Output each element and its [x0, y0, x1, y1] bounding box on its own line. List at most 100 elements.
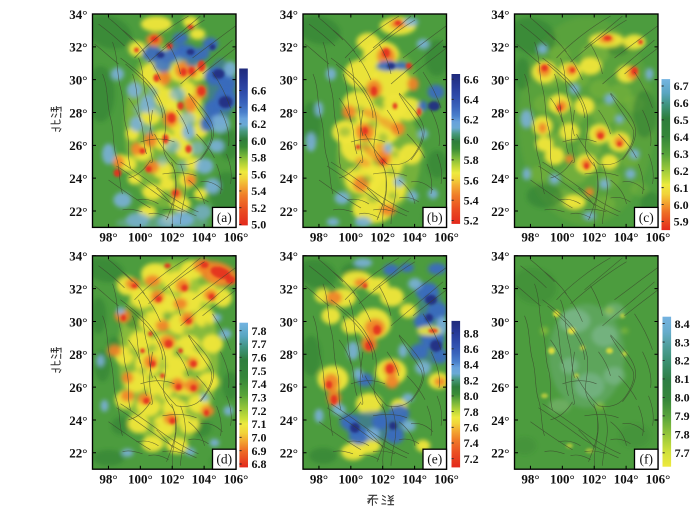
svg-text:98°: 98° [310, 471, 328, 486]
svg-text:6.8: 6.8 [252, 457, 267, 471]
svg-text:32°: 32° [491, 281, 509, 296]
svg-text:22°: 22° [491, 446, 509, 461]
svg-text:32°: 32° [280, 40, 298, 55]
svg-text:102°: 102° [582, 230, 607, 245]
svg-text:98°: 98° [99, 471, 117, 486]
svg-text:34°: 34° [69, 7, 87, 22]
svg-text:100°: 100° [338, 471, 363, 486]
svg-text:34°: 34° [491, 7, 509, 22]
svg-text:5.6: 5.6 [251, 167, 266, 181]
svg-text:98°: 98° [99, 230, 117, 245]
svg-text:102°: 102° [160, 230, 185, 245]
svg-text:7.8: 7.8 [252, 324, 267, 338]
svg-text:30°: 30° [491, 314, 509, 329]
svg-text:6.5: 6.5 [674, 113, 689, 127]
svg-text:106°: 106° [224, 471, 249, 486]
svg-text:104°: 104° [614, 471, 639, 486]
svg-text:24°: 24° [280, 171, 298, 186]
svg-text:32°: 32° [280, 281, 298, 296]
svg-text:22°: 22° [280, 204, 298, 219]
svg-text:6.2: 6.2 [464, 113, 479, 127]
svg-text:7.7: 7.7 [252, 337, 267, 351]
svg-text:106°: 106° [646, 471, 671, 486]
svg-text:28°: 28° [280, 347, 298, 362]
svg-text:26°: 26° [491, 380, 509, 395]
svg-text:24°: 24° [69, 413, 87, 428]
svg-text:28°: 28° [280, 105, 298, 120]
svg-text:7.9: 7.9 [675, 409, 690, 423]
svg-text:7.1: 7.1 [252, 417, 267, 431]
svg-text:22°: 22° [69, 446, 87, 461]
svg-text:24°: 24° [491, 171, 509, 186]
svg-text:(f): (f) [640, 452, 654, 467]
svg-text:106°: 106° [434, 230, 459, 245]
svg-text:24°: 24° [69, 171, 87, 186]
svg-text:26°: 26° [491, 138, 509, 153]
svg-text:7.6: 7.6 [464, 421, 479, 435]
svg-text:(d): (d) [216, 452, 232, 467]
svg-text:34°: 34° [280, 7, 298, 22]
svg-text:104°: 104° [192, 471, 217, 486]
svg-text:8.8: 8.8 [464, 326, 479, 340]
svg-text:102°: 102° [370, 471, 395, 486]
svg-text:6.6: 6.6 [674, 96, 689, 110]
svg-text:5.4: 5.4 [464, 193, 479, 207]
svg-text:30°: 30° [69, 72, 87, 87]
svg-text:32°: 32° [491, 40, 509, 55]
svg-text:7.4: 7.4 [252, 377, 267, 391]
svg-text:8.4: 8.4 [675, 317, 690, 331]
svg-text:6.6: 6.6 [464, 72, 479, 86]
svg-text:6.7: 6.7 [674, 79, 689, 93]
svg-text:(a): (a) [217, 210, 232, 225]
svg-text:106°: 106° [646, 230, 671, 245]
svg-text:5.9: 5.9 [674, 215, 689, 229]
svg-text:100°: 100° [128, 471, 153, 486]
svg-text:7.2: 7.2 [464, 452, 479, 466]
svg-text:30°: 30° [280, 314, 298, 329]
svg-text:98°: 98° [521, 471, 539, 486]
svg-text:8.1: 8.1 [675, 372, 690, 386]
svg-text:8.3: 8.3 [675, 335, 690, 349]
svg-text:5.2: 5.2 [464, 214, 479, 228]
svg-text:6.0: 6.0 [674, 198, 689, 212]
svg-text:7.3: 7.3 [252, 391, 267, 405]
svg-text:(b): (b) [427, 210, 443, 225]
svg-text:7.8: 7.8 [675, 428, 690, 442]
svg-text:5.8: 5.8 [251, 151, 266, 165]
svg-text:34°: 34° [69, 249, 87, 264]
svg-text:32°: 32° [69, 40, 87, 55]
svg-text:98°: 98° [521, 230, 539, 245]
svg-text:104°: 104° [402, 471, 427, 486]
svg-text:32°: 32° [69, 281, 87, 296]
svg-text:7.2: 7.2 [252, 404, 267, 418]
svg-text:5.0: 5.0 [251, 218, 266, 232]
svg-text:6.1: 6.1 [674, 181, 689, 195]
svg-text:5.6: 5.6 [464, 173, 479, 187]
svg-text:104°: 104° [402, 230, 427, 245]
svg-text:34°: 34° [280, 249, 298, 264]
svg-text:100°: 100° [550, 230, 575, 245]
svg-text:6.0: 6.0 [251, 134, 266, 148]
svg-text:8.6: 8.6 [464, 342, 479, 356]
svg-text:6.6: 6.6 [251, 84, 266, 98]
svg-text:102°: 102° [160, 471, 185, 486]
svg-text:98°: 98° [310, 230, 328, 245]
svg-text:6.3: 6.3 [674, 147, 689, 161]
svg-text:28°: 28° [69, 105, 87, 120]
svg-text:30°: 30° [69, 314, 87, 329]
svg-text:100°: 100° [338, 230, 363, 245]
svg-text:6.2: 6.2 [251, 117, 266, 131]
svg-text:30°: 30° [280, 72, 298, 87]
svg-text:26°: 26° [280, 138, 298, 153]
svg-text:22°: 22° [491, 204, 509, 219]
svg-text:34°: 34° [491, 249, 509, 264]
svg-text:(c): (c) [639, 210, 654, 225]
svg-text:6.4: 6.4 [674, 130, 689, 144]
svg-text:26°: 26° [69, 138, 87, 153]
svg-text:5.8: 5.8 [464, 153, 479, 167]
svg-text:28°: 28° [491, 105, 509, 120]
svg-text:6.0: 6.0 [464, 133, 479, 147]
svg-text:8.0: 8.0 [464, 389, 479, 403]
svg-text:22°: 22° [280, 446, 298, 461]
svg-text:26°: 26° [69, 380, 87, 395]
